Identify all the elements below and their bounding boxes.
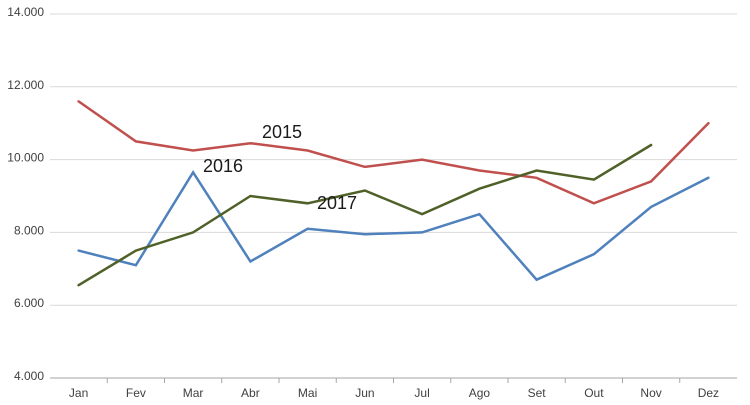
svg-text:4.000: 4.000 [14,369,44,383]
svg-text:Jan: Jan [69,386,88,400]
svg-text:2016: 2016 [203,156,243,176]
svg-text:Dez: Dez [698,386,719,400]
svg-text:10.000: 10.000 [7,151,44,165]
svg-text:2015: 2015 [262,122,302,142]
svg-text:Mai: Mai [298,386,317,400]
svg-text:2017: 2017 [317,193,357,213]
svg-text:14.000: 14.000 [7,5,44,19]
svg-text:Jun: Jun [355,386,374,400]
svg-text:6.000: 6.000 [14,296,44,310]
svg-text:12.000: 12.000 [7,78,44,92]
svg-text:Mar: Mar [183,386,204,400]
svg-text:Set: Set [528,386,547,400]
svg-text:Out: Out [584,386,604,400]
svg-text:8.000: 8.000 [14,223,44,237]
svg-text:Fev: Fev [126,386,146,400]
svg-text:Ago: Ago [469,386,491,400]
svg-text:Jul: Jul [414,386,429,400]
svg-text:Nov: Nov [640,386,661,400]
svg-text:Abr: Abr [241,386,260,400]
